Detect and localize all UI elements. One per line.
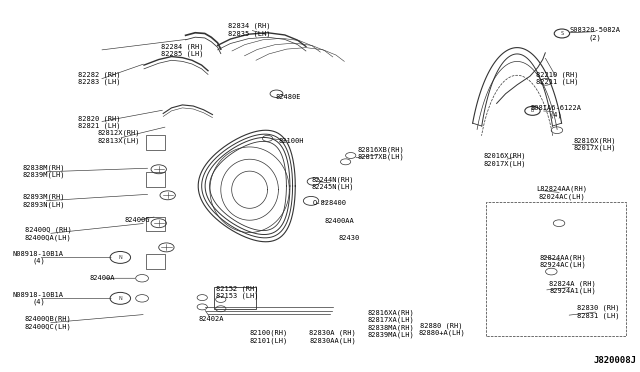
Text: B08IA6-6122A
(4): B08IA6-6122A (4)	[530, 105, 581, 118]
Text: O-828400: O-828400	[312, 200, 347, 206]
Text: 82816XA(RH)
82817XA(LH)
82838MA(RH)
82839MA(LH): 82816XA(RH) 82817XA(LH) 82838MA(RH) 8283…	[367, 309, 414, 338]
Bar	[146, 135, 165, 150]
Bar	[146, 217, 165, 231]
Text: 82152 (RH)
82153 (LH): 82152 (RH) 82153 (LH)	[216, 285, 258, 299]
Text: 82838M(RH)
82839M(LH): 82838M(RH) 82839M(LH)	[22, 164, 65, 178]
Text: 82284 (RH)
82285 (LH): 82284 (RH) 82285 (LH)	[161, 43, 204, 57]
Text: 82880 (RH)
82880+A(LH): 82880 (RH) 82880+A(LH)	[418, 322, 465, 336]
Text: 82830A (RH)
82830AA(LH): 82830A (RH) 82830AA(LH)	[309, 330, 356, 344]
Text: 82282 (RH)
82283 (LH): 82282 (RH) 82283 (LH)	[78, 71, 120, 85]
Text: 82400G: 82400G	[125, 217, 150, 223]
Text: 82244N(RH)
82245N(LH): 82244N(RH) 82245N(LH)	[312, 176, 354, 190]
Text: S08320-5082A
(2): S08320-5082A (2)	[570, 28, 621, 41]
Text: J820008J: J820008J	[594, 356, 637, 365]
Text: 82812X(RH)
82813X(LH): 82812X(RH) 82813X(LH)	[97, 130, 140, 144]
Text: 82016X(RH)
82017X(LH): 82016X(RH) 82017X(LH)	[483, 153, 525, 167]
Bar	[146, 254, 165, 269]
Text: 82400Q (RH)
82400QA(LH): 82400Q (RH) 82400QA(LH)	[24, 227, 72, 241]
Text: 82824AA(RH)
82924AC(LH): 82824AA(RH) 82924AC(LH)	[540, 254, 587, 268]
Text: 82400AA: 82400AA	[324, 218, 354, 224]
Text: 82480E: 82480E	[275, 94, 301, 100]
Text: 82400A: 82400A	[90, 275, 115, 281]
Text: N: N	[118, 255, 122, 260]
Text: 82400QB(RH)
82400QC(LH): 82400QB(RH) 82400QC(LH)	[24, 316, 72, 330]
Text: 82830 (RH)
82831 (LH): 82830 (RH) 82831 (LH)	[577, 305, 620, 319]
Text: 82100H: 82100H	[278, 138, 304, 144]
Text: N08918-10B1A
(4): N08918-10B1A (4)	[13, 251, 64, 264]
Bar	[146, 172, 165, 187]
Text: 82824A (RH)
82924A1(LH): 82824A (RH) 82924A1(LH)	[549, 280, 596, 294]
Text: N: N	[118, 296, 122, 301]
Text: 82816X(RH)
82017X(LH): 82816X(RH) 82017X(LH)	[574, 137, 616, 151]
Text: 82402A: 82402A	[198, 316, 224, 322]
Text: 82100(RH)
82101(LH): 82100(RH) 82101(LH)	[250, 330, 288, 344]
Bar	[214, 287, 256, 309]
Text: 82834 (RH)
82835 (LH): 82834 (RH) 82835 (LH)	[228, 23, 271, 37]
Text: 82820 (RH)
82821 (LH): 82820 (RH) 82821 (LH)	[78, 115, 120, 129]
Text: L82824AA(RH)
82024AC(LH): L82824AA(RH) 82024AC(LH)	[536, 186, 588, 200]
Text: B: B	[531, 108, 534, 113]
Text: N08918-10B1A
(4): N08918-10B1A (4)	[13, 292, 64, 305]
Text: S: S	[561, 31, 563, 36]
Text: 82210 (RH)
82211 (LH): 82210 (RH) 82211 (LH)	[536, 71, 578, 85]
Text: 82893M(RH)
82893N(LH): 82893M(RH) 82893N(LH)	[22, 194, 65, 208]
Text: 82430: 82430	[338, 235, 360, 241]
Text: 82816XB(RH)
82817XB(LH): 82816XB(RH) 82817XB(LH)	[357, 146, 404, 160]
